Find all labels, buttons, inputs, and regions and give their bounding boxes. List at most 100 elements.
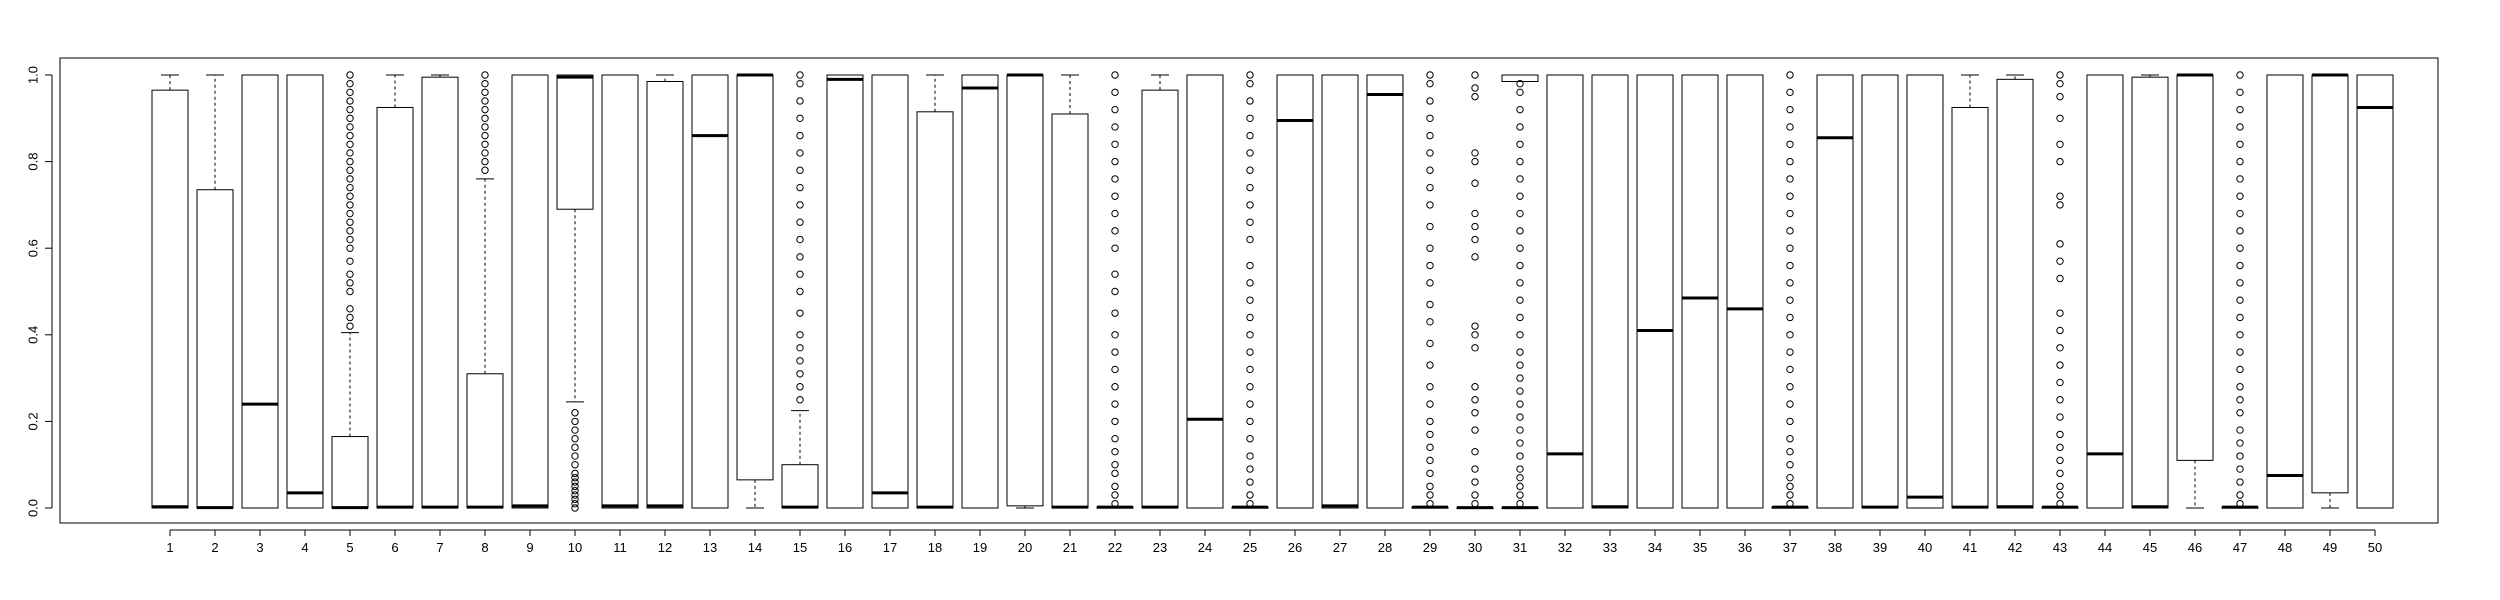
box-25 — [1231, 71, 1269, 509]
outlier-point — [1111, 71, 1119, 79]
outlier-point — [1111, 469, 1119, 478]
x-tick-label: 49 — [2323, 540, 2337, 555]
outlier-point — [481, 131, 489, 140]
outlier-point — [571, 409, 579, 417]
outlier-point — [1516, 482, 1524, 491]
x-tick-label: 16 — [838, 540, 852, 555]
outlier-point — [2236, 396, 2244, 404]
box-rect — [736, 74, 774, 481]
outlier-point — [1786, 400, 1794, 408]
box-rect — [601, 74, 639, 509]
box-rect — [691, 74, 729, 509]
outlier-point — [1786, 383, 1794, 391]
box-47 — [2221, 71, 2259, 509]
outlier-point — [1786, 88, 1794, 97]
outlier-point — [1471, 331, 1479, 339]
outlier-point — [1471, 209, 1479, 218]
outlier-point — [1786, 123, 1794, 131]
outlier-point — [2236, 491, 2244, 499]
x-tick-label: 33 — [1603, 540, 1617, 555]
outlier-point — [2236, 452, 2244, 460]
outlier-point — [1246, 97, 1254, 105]
outlier-point — [2056, 79, 2064, 88]
outlier-point — [571, 499, 579, 508]
outlier-point — [571, 504, 579, 512]
outlier-point — [1516, 426, 1524, 434]
outlier-point — [1471, 344, 1479, 352]
outlier-point — [1471, 149, 1479, 157]
outlier-point — [2236, 331, 2244, 339]
box-14 — [736, 73, 774, 509]
outlier-point — [346, 166, 354, 174]
outlier-point — [1516, 499, 1524, 508]
x-tick-label: 42 — [2008, 540, 2022, 555]
x-tick-label: 48 — [2278, 540, 2292, 555]
outlier-point — [481, 114, 489, 123]
x-tick-label: 10 — [568, 540, 582, 555]
outlier-point — [796, 287, 804, 296]
box-rect — [556, 74, 594, 210]
outlier-point — [346, 149, 354, 157]
outlier-point — [1786, 491, 1794, 499]
x-tick-label: 36 — [1738, 540, 1752, 555]
outlier-point — [1516, 296, 1524, 304]
outlier-point — [2236, 192, 2244, 200]
x-tick-label: 17 — [883, 540, 897, 555]
outlier-point — [481, 105, 489, 114]
outlier-point — [1426, 244, 1434, 252]
outlier-point — [1516, 348, 1524, 356]
outlier-point — [571, 426, 579, 434]
outlier-point — [2236, 409, 2244, 417]
outlier-point — [1471, 383, 1479, 391]
x-tick-label: 4 — [301, 540, 308, 555]
box-3 — [241, 74, 279, 509]
x-tick-label: 39 — [1873, 540, 1887, 555]
outlier-point — [2236, 439, 2244, 447]
outlier-point — [1111, 209, 1119, 218]
box-31 — [1501, 74, 1539, 510]
outlier-point — [1786, 482, 1794, 491]
outlier-point — [2056, 430, 2064, 439]
outlier-point — [1246, 478, 1254, 486]
x-tick-label: 43 — [2053, 540, 2067, 555]
box-rect — [646, 80, 684, 509]
outlier-point — [796, 370, 804, 378]
x-tick-label: 22 — [1108, 540, 1122, 555]
outlier-point — [346, 322, 354, 330]
outlier-point — [1246, 218, 1254, 226]
x-tick-label: 38 — [1828, 540, 1842, 555]
outlier-point — [571, 469, 579, 478]
outlier-point — [1786, 227, 1794, 235]
plot-frame — [59, 57, 2439, 524]
outlier-point — [1111, 175, 1119, 183]
outlier-point — [2056, 92, 2064, 101]
box-5 — [331, 71, 369, 510]
outlier-point — [1471, 222, 1479, 231]
x-tick-label: 8 — [481, 540, 488, 555]
outlier-point — [1246, 313, 1254, 322]
x-tick-label: 5 — [346, 540, 353, 555]
outlier-point — [2056, 413, 2064, 421]
outlier-point — [2236, 383, 2244, 391]
box-rect — [1681, 74, 1719, 509]
outlier-point — [346, 123, 354, 131]
box-24 — [1186, 74, 1224, 509]
outlier-point — [1246, 383, 1254, 391]
outlier-point — [1516, 465, 1524, 473]
outlier-point — [571, 486, 579, 495]
outlier-point — [346, 201, 354, 209]
box-2 — [196, 74, 234, 510]
outlier-point — [796, 166, 804, 174]
outlier-point — [1471, 71, 1479, 79]
outlier-point — [346, 97, 354, 105]
outlier-point — [346, 71, 354, 79]
x-tick-label: 23 — [1153, 540, 1167, 555]
box-rect — [1816, 74, 1854, 509]
x-tick-label: 21 — [1063, 540, 1077, 555]
box-rect — [2176, 74, 2214, 461]
outlier-point — [1426, 400, 1434, 408]
box-12 — [646, 74, 684, 509]
outlier-point — [1426, 469, 1434, 478]
outlier-point — [1111, 309, 1119, 317]
box-rect — [1141, 89, 1179, 509]
